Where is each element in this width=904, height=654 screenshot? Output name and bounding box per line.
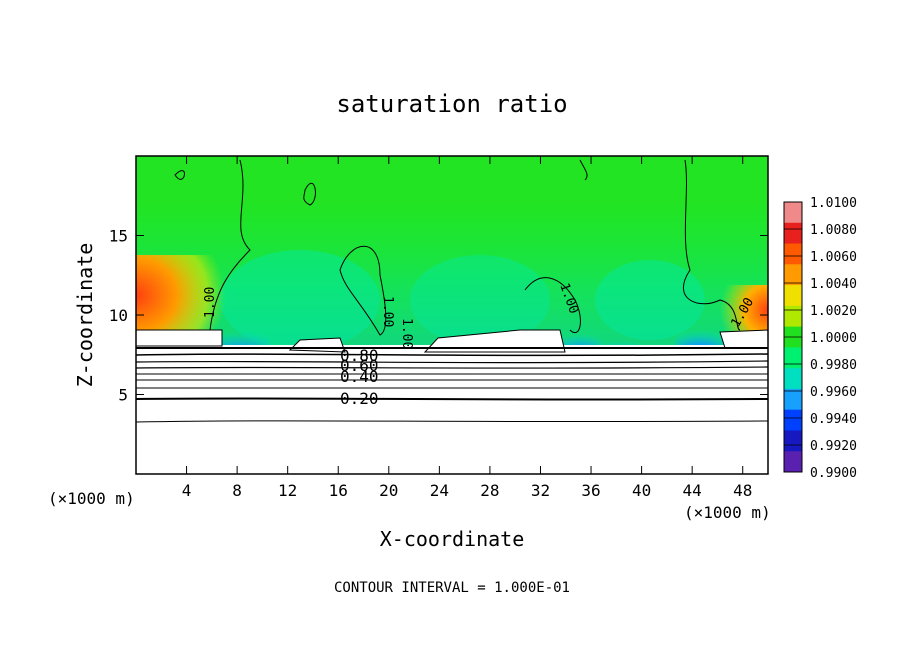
colorbar-segment: [784, 305, 802, 328]
y-axis-label: Z-coordinate: [73, 243, 97, 388]
x-tick-label: 20: [379, 481, 398, 500]
contour-label-group: 1.00 1.00 1.00 1.00 1.00 0.80 0.60 0.40 …: [203, 281, 757, 408]
contour-lines: [136, 159, 768, 423]
colorbar-segment: [784, 388, 802, 411]
colorbar-segment: [784, 285, 802, 307]
x-tick-label: 8: [232, 481, 242, 500]
x-tick-label: 28: [480, 481, 499, 500]
colorbar: 1.0100 1.0080 1.0060 1.0040 1.0020 1.0000 0.99…: [783, 196, 857, 481]
x-tick-label: 32: [531, 481, 550, 500]
colorbar-segment: [784, 347, 802, 369]
x-tick-label: 4: [182, 481, 192, 500]
y-tick-label: 10: [109, 306, 128, 325]
colorbar-segment: [784, 202, 802, 224]
cloud-top-right: [719, 329, 768, 349]
chart-title: saturation ratio: [336, 90, 567, 118]
colorbar-segment: [784, 409, 802, 431]
cyan-patch: [220, 250, 380, 350]
colorbar-tick-label: 0.9980: [810, 358, 857, 373]
colorbar-segment: [784, 222, 802, 245]
colorbar-segment: [784, 264, 802, 286]
x-tick-label: 48: [733, 481, 752, 500]
contour-interval-note: CONTOUR INTERVAL = 1.000E-01: [334, 580, 570, 596]
hot-region-right: [720, 285, 768, 335]
x-axis-ticks: 4 8 12 16 20 24 28 32 36 40 44 48: [182, 156, 752, 500]
contour-label: 1.00: [203, 287, 218, 318]
below-cloud-region: [136, 345, 768, 474]
contour-label: 0.20: [340, 389, 379, 408]
x-unit-left: (×1000 m): [48, 489, 135, 508]
contour-label: 1.00: [380, 296, 395, 327]
cyan-patch: [410, 255, 550, 345]
cyan-patch: [595, 260, 705, 340]
colorbar-tick-label: 0.9900: [810, 466, 857, 481]
cyan-band: [136, 200, 768, 348]
x-unit-right: (×1000 m): [684, 503, 771, 522]
y-tick-label: 15: [109, 227, 128, 246]
heatmap-field: [136, 156, 768, 474]
x-tick-label: 36: [581, 481, 600, 500]
colorbar-segment: [784, 451, 802, 473]
colorbar-segment: [784, 430, 802, 452]
colorbar-tick-label: 1.0000: [810, 331, 857, 346]
colorbar-tick-label: 0.9920: [810, 439, 857, 454]
contour-label: 0.80: [340, 346, 379, 365]
cloud-top-left: [136, 329, 223, 347]
x-tick-label: 24: [430, 481, 449, 500]
x-tick-label: 44: [683, 481, 702, 500]
colorbar-tick-label: 1.0060: [810, 250, 857, 265]
x-tick-label: 12: [278, 481, 297, 500]
colorbar-segment: [784, 368, 802, 390]
contour-label: 0.40: [340, 367, 379, 386]
cloud-top-wide: [423, 329, 566, 353]
colorbar-tick-label: 0.9940: [810, 412, 857, 427]
x-tick-label: 16: [329, 481, 348, 500]
x-tick-label: 40: [632, 481, 651, 500]
colorbar-tick-label: 0.9960: [810, 385, 857, 400]
contour-label: 1.00: [399, 318, 414, 349]
x-axis-label: X-coordinate: [380, 527, 525, 551]
colorbar-tick-label: 1.0020: [810, 304, 857, 319]
colorbar-tick-label: 1.0080: [810, 223, 857, 238]
colorbar-tick-label: 1.0100: [810, 196, 857, 211]
colorbar-tick-label: 1.0040: [810, 277, 857, 292]
y-axis-ticks: 5 10 15: [109, 227, 768, 405]
colorbar-segment: [784, 243, 802, 265]
contour-label: 0.60: [340, 356, 379, 375]
y-tick-label: 5: [118, 386, 128, 405]
